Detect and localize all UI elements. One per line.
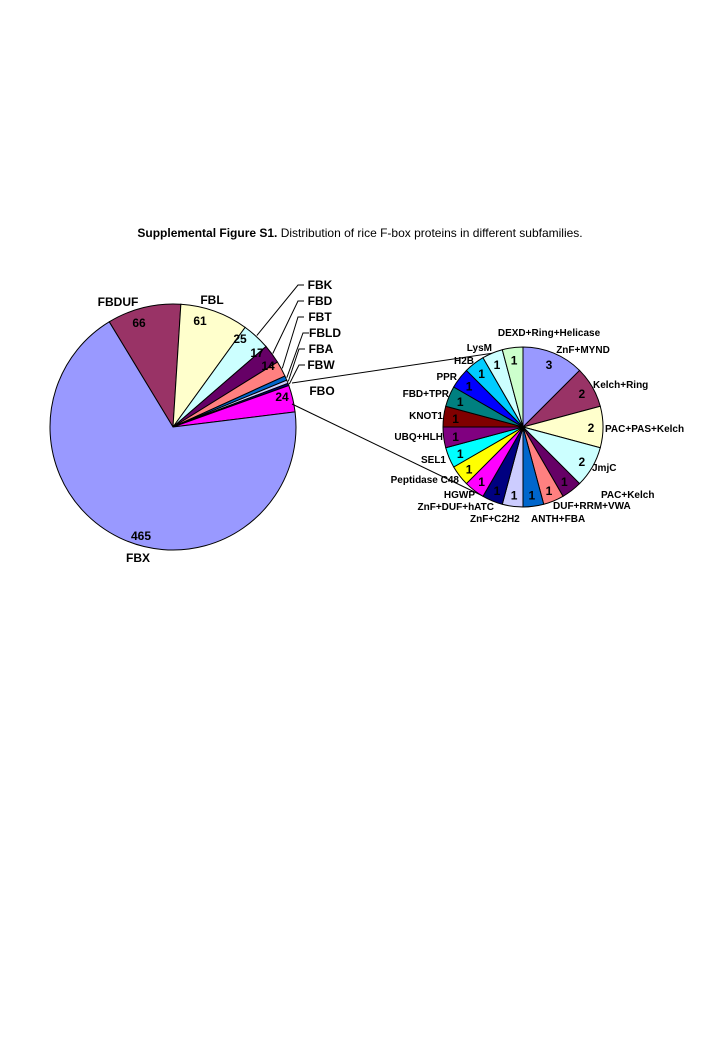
sub-label-dexd-ring-helicase: DEXD+Ring+Helicase bbox=[498, 328, 601, 339]
sub-value-anth-fba: 1 bbox=[529, 488, 536, 502]
sub-label-znf-mynd: ZnF+MYND bbox=[556, 345, 610, 356]
main-label-fbx: FBX bbox=[126, 551, 150, 565]
caption-bold: Supplemental Figure S1. bbox=[137, 226, 278, 240]
sub-label-peptidase-c48: Peptidase C48 bbox=[391, 475, 460, 486]
connector-bottom-line bbox=[291, 403, 488, 499]
sub-value-ubq-hlh: 1 bbox=[452, 430, 459, 444]
sub-label-jmjc: JmjC bbox=[592, 463, 616, 474]
main-leader-fba bbox=[287, 348, 305, 382]
sub-label-duf-rrm-vwa: DUF+RRM+VWA bbox=[553, 501, 631, 512]
sub-value-dexd-ring-helicase: 1 bbox=[511, 354, 518, 368]
main-value-fbk: 25 bbox=[233, 332, 247, 346]
main-label-fbd: FBD bbox=[308, 294, 333, 308]
main-label-fbo: FBO bbox=[309, 384, 334, 398]
connector-top-line bbox=[291, 348, 522, 384]
sub-label-znf-duf-hatc: ZnF+DUF+hATC bbox=[418, 502, 494, 513]
sub-label-fbd-tpr: FBD+TPR bbox=[403, 389, 450, 400]
main-value-fbd: 17 bbox=[250, 346, 264, 360]
sub-value-znf-c2h2: 1 bbox=[511, 488, 518, 502]
sub-value-lysm: 1 bbox=[494, 358, 501, 372]
main-value-fbo: 24 bbox=[275, 390, 289, 404]
sub-value-kelch-ring: 2 bbox=[579, 387, 586, 401]
sub-value-znf-mynd: 3 bbox=[546, 358, 553, 372]
sub-label-pac-kelch: PAC+Kelch bbox=[601, 490, 654, 501]
main-leader-fbld bbox=[286, 332, 309, 378]
figure-caption: Supplemental Figure S1. Distribution of … bbox=[0, 226, 720, 240]
sub-value-knot1: 1 bbox=[452, 412, 459, 426]
main-slice-fbduf bbox=[108, 303, 182, 429]
main-leader-fbk bbox=[256, 284, 304, 336]
sub-slice-znf-mynd bbox=[522, 346, 581, 429]
sub-label-knot1: KNOT1 bbox=[409, 411, 443, 422]
sub-label-hgwp: HGWP bbox=[444, 490, 475, 501]
main-value-fbx: 465 bbox=[131, 529, 151, 543]
main-label-fbl: FBL bbox=[200, 293, 223, 307]
sub-value-fbd-tpr: 1 bbox=[457, 395, 464, 409]
caption-text: Distribution of rice F-box proteins in d… bbox=[277, 226, 583, 240]
main-value-fbt: 14 bbox=[261, 359, 275, 373]
sub-label-anth-fba: ANTH+FBA bbox=[531, 514, 585, 525]
sub-label-kelch-ring: Kelch+Ring bbox=[593, 380, 648, 391]
main-leader-fbd bbox=[272, 300, 304, 354]
sub-value-sel1: 1 bbox=[457, 447, 464, 461]
sub-slice-dexd-ring-helicase bbox=[501, 346, 524, 428]
main-label-fba: FBA bbox=[309, 342, 334, 356]
main-slice-fbx bbox=[49, 321, 297, 551]
sub-value-pac-kelch: 1 bbox=[561, 475, 568, 489]
sub-value-pac-pas-kelch: 2 bbox=[588, 421, 595, 435]
sub-value-znf-duf-hatc: 1 bbox=[494, 484, 501, 498]
main-label-fbw: FBW bbox=[307, 358, 335, 372]
sub-label-h2b: H2B bbox=[454, 356, 474, 367]
main-leader-fbw bbox=[288, 364, 305, 385]
sub-label-lysm: LysM bbox=[467, 343, 492, 354]
main-label-fbduf: FBDUF bbox=[98, 295, 139, 309]
main-label-fbt: FBT bbox=[308, 310, 332, 324]
main-leader-fbt bbox=[281, 316, 304, 369]
main-label-fbk: FBK bbox=[308, 278, 333, 292]
sub-label-pac-pas-kelch: PAC+PAS+Kelch bbox=[605, 424, 684, 435]
sub-value-h2b: 1 bbox=[478, 367, 485, 381]
sub-value-jmjc: 2 bbox=[579, 455, 586, 469]
main-value-fbl: 61 bbox=[193, 314, 207, 328]
sub-value-peptidase-c48: 1 bbox=[466, 462, 473, 476]
sub-label-ppr: PPR bbox=[436, 372, 457, 383]
sub-label-ubq-hlh: UBQ+HLH bbox=[394, 432, 443, 443]
sub-label-sel1: SEL1 bbox=[421, 455, 446, 466]
sub-label-znf-c2h2: ZnF+C2H2 bbox=[470, 514, 520, 525]
main-value-fbduf: 66 bbox=[132, 316, 146, 330]
sub-value-ppr: 1 bbox=[466, 380, 473, 394]
sub-value-duf-rrm-vwa: 1 bbox=[546, 484, 553, 498]
sub-value-hgwp: 1 bbox=[478, 475, 485, 489]
main-label-fbld: FBLD bbox=[309, 326, 341, 340]
